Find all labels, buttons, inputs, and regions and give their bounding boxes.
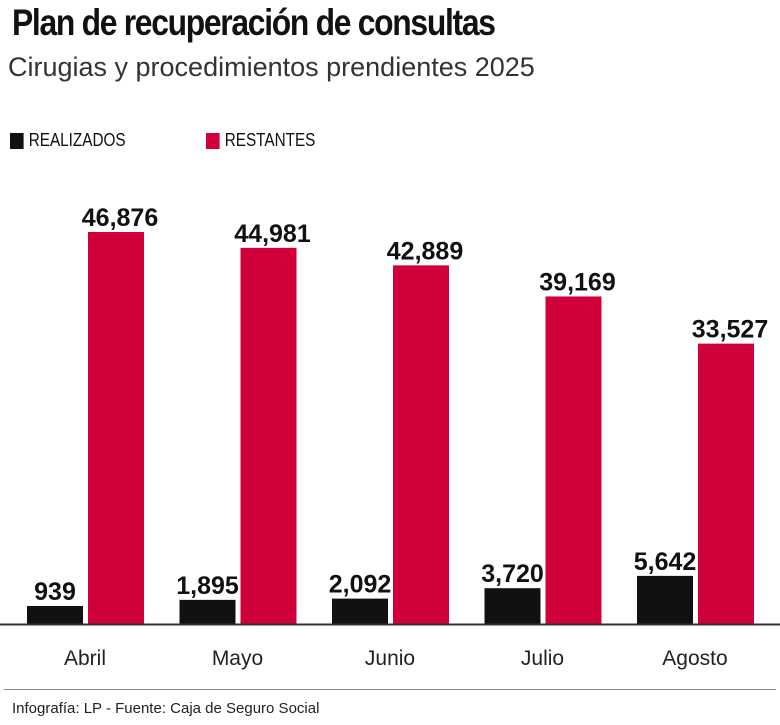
divider (4, 689, 776, 690)
data-label: 1,895 (176, 572, 239, 600)
data-label: 939 (34, 578, 76, 606)
bar-restantes (545, 296, 602, 624)
data-label: 5,642 (634, 548, 697, 576)
x-tick-label: Agosto (662, 647, 727, 670)
data-label: 3,720 (481, 560, 544, 588)
legend-label: REALIZADOS (28, 130, 126, 150)
data-label: 2,092 (329, 571, 392, 599)
bar-restantes (88, 232, 144, 624)
legend-label: RESTANTES (224, 130, 316, 150)
chart-title: Plan de recuperación de consultas (12, 2, 496, 43)
x-tick-label: Abril (64, 647, 106, 670)
bar-realizados (332, 598, 388, 624)
legend-swatch (10, 132, 24, 149)
chart-subtitle: Cirugias y procedimientos prendientes 20… (8, 52, 535, 82)
source-note: Infografía: LP - Fuente: Caja de Seguro … (12, 700, 320, 717)
data-label: 33,527 (692, 316, 768, 344)
data-label: 42,889 (387, 237, 463, 265)
bar-chart: 939 46,876 Abril 1,895 44,981 Mayo 2,092 42,889… (0, 204, 780, 670)
legend-item-restantes: RESTANTES (206, 130, 315, 151)
bar-restantes (698, 343, 754, 624)
bar-realizados (27, 605, 83, 624)
x-tick-label: Julio (521, 647, 564, 670)
bar-realizados (179, 599, 236, 624)
bar-restantes (240, 247, 297, 624)
data-label: 46,876 (82, 204, 158, 232)
bar-realizados (637, 575, 693, 624)
bar-realizados (484, 588, 541, 624)
x-tick-label: Junio (365, 647, 415, 670)
bar-restantes (393, 265, 449, 624)
x-tick-label: Mayo (212, 647, 263, 670)
data-label: 39,169 (539, 268, 615, 296)
legend-swatch (206, 132, 220, 149)
data-label: 44,981 (234, 220, 311, 248)
legend-item-realizados: REALIZADOS (10, 130, 126, 151)
